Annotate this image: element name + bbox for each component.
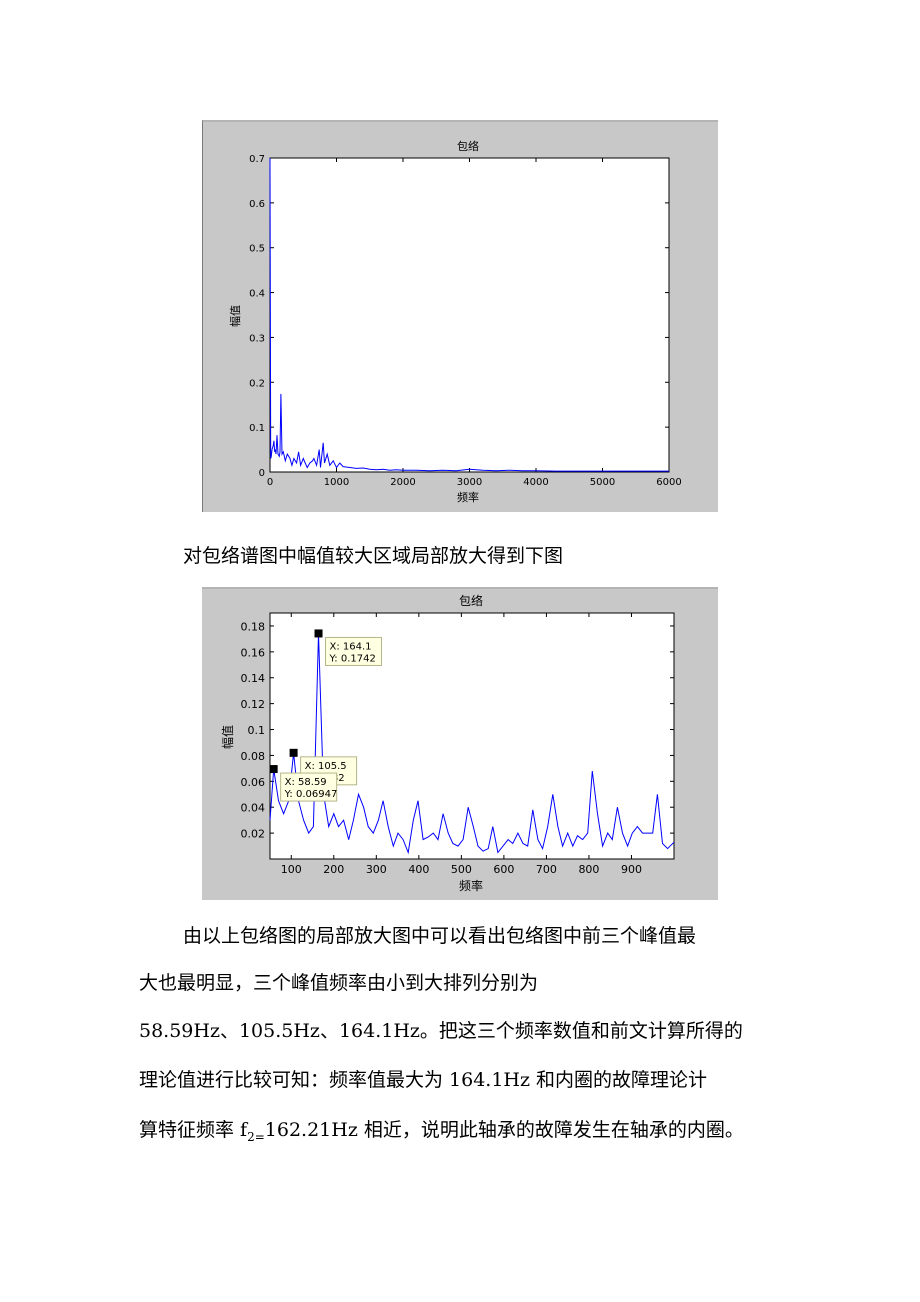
datatip-box-2 (280, 772, 338, 802)
x-tick-label-6: 700 (536, 863, 557, 876)
y-tick-label-7: 0.7 (249, 154, 265, 165)
y-tick-label-4: 0.4 (249, 289, 265, 300)
x-tick-label-2: 300 (366, 863, 387, 876)
datatip-y-2: Y: 0.06947 (284, 789, 338, 800)
y-tick-label-7: 0.16 (241, 646, 266, 659)
y-tick-label-0: 0 (259, 468, 265, 479)
datatip-y-0: Y: 0.1742 (329, 653, 376, 664)
y-tick-label-3: 0.08 (241, 750, 266, 763)
paragraph-line-1: 由以上包络图的局部放大图中可以看出包络图中前三个峰值最 (183, 925, 697, 947)
x-tick-label-4: 4000 (523, 477, 548, 488)
caption-1: 对包络谱图中幅值较大区域局部放大得到下图 (183, 545, 564, 567)
y-tick-label-2: 0.06 (241, 776, 266, 789)
series-line-0 (269, 633, 675, 855)
paragraph-line-3: 58.59Hz、105.5Hz、164.1Hz。把这三个频率数值和前文计算所得的 (139, 1020, 743, 1042)
figure-1-title: 包络 (457, 139, 479, 153)
paragraph-line-5-subscript: 2= (247, 1129, 265, 1144)
paragraph-line-5-start: 算特征频率 f (139, 1119, 248, 1141)
datatip-x-0: X: 164.1 (330, 641, 372, 652)
figure-2-svg: 包络 频率 幅值 100 200 300 400 500 600 700 800 900 0.02… (202, 587, 718, 900)
x-tick-label-2: 2000 (390, 477, 415, 488)
y-tick-label-5: 0.12 (241, 698, 266, 711)
x-tick-label-3: 400 (408, 863, 429, 876)
x-tick-label-1: 200 (323, 863, 344, 876)
figure-1-xlabel: 频率 (457, 490, 479, 504)
figure-2-title: 包络 (459, 593, 483, 608)
series-line-0 (269, 157, 669, 472)
y-tick-label-3: 0.3 (249, 333, 265, 344)
y-tick-label-0: 0.02 (241, 828, 266, 841)
x-tick-label-5: 600 (493, 863, 514, 876)
x-tick-label-4: 500 (451, 863, 472, 876)
y-tick-label-1: 0.1 (249, 423, 265, 434)
y-tick-label-2: 0.2 (249, 378, 265, 389)
datatip-box-0 (325, 636, 383, 666)
y-tick-label-4: 0.1 (248, 724, 266, 737)
paragraph-line-5-end: 162.21Hz 相近，说明此轴承的故障发生在轴承的内圈。 (264, 1119, 744, 1141)
y-tick-label-8: 0.18 (241, 620, 266, 633)
figure-2-xlabel: 频率 (459, 878, 483, 893)
figure-1-envelope-spectrum: 包络 频率 幅值 0 1000 2000 3000 4000 5000 6000 0 0.1 0.… (202, 120, 718, 512)
figure-2-envelope-zoom: 包络 频率 幅值 100 200 300 400 500 600 700 800 900 0.02… (202, 587, 718, 900)
y-tick-label-6: 0.14 (241, 672, 266, 685)
x-tick-label-1: 1000 (324, 477, 349, 488)
plot-area (269, 157, 670, 473)
x-tick-label-7: 800 (578, 863, 599, 876)
paragraph-line-2: 大也最明显，三个峰值频率由小到大排列分别为 (139, 972, 539, 994)
y-tick-label-1: 0.04 (241, 802, 266, 815)
x-tick-label-5: 5000 (590, 477, 615, 488)
datatip-x-2: X: 58.59 (285, 777, 327, 788)
datatip-marker-2 (269, 765, 278, 774)
datatip-marker-0 (314, 629, 323, 638)
paragraph-line-5: 算特征频率 f2=162.21Hz 相近，说明此轴承的故障发生在轴承的内圈。 (139, 1121, 744, 1143)
figure-1-ylabel: 幅值 (229, 305, 242, 327)
paragraph-line-4: 理论值进行比较可知：频率值最大为 164.1Hz 和内圈的故障理论计 (139, 1069, 708, 1091)
figure-1-svg: 包络 频率 幅值 0 1000 2000 3000 4000 5000 6000 0 0.1 0.… (202, 120, 718, 512)
datatip-x-1: X: 105.5 (305, 761, 347, 772)
x-tick-label-8: 900 (621, 863, 642, 876)
x-tick-label-6: 6000 (656, 477, 681, 488)
figure-2-ylabel: 幅值 (220, 725, 235, 749)
x-tick-label-3: 3000 (457, 477, 482, 488)
y-tick-label-5: 0.5 (249, 244, 265, 255)
datatip-marker-1 (289, 748, 298, 757)
y-tick-label-6: 0.6 (249, 199, 265, 210)
x-tick-label-0: 0 (267, 477, 273, 488)
x-tick-label-0: 100 (281, 863, 302, 876)
